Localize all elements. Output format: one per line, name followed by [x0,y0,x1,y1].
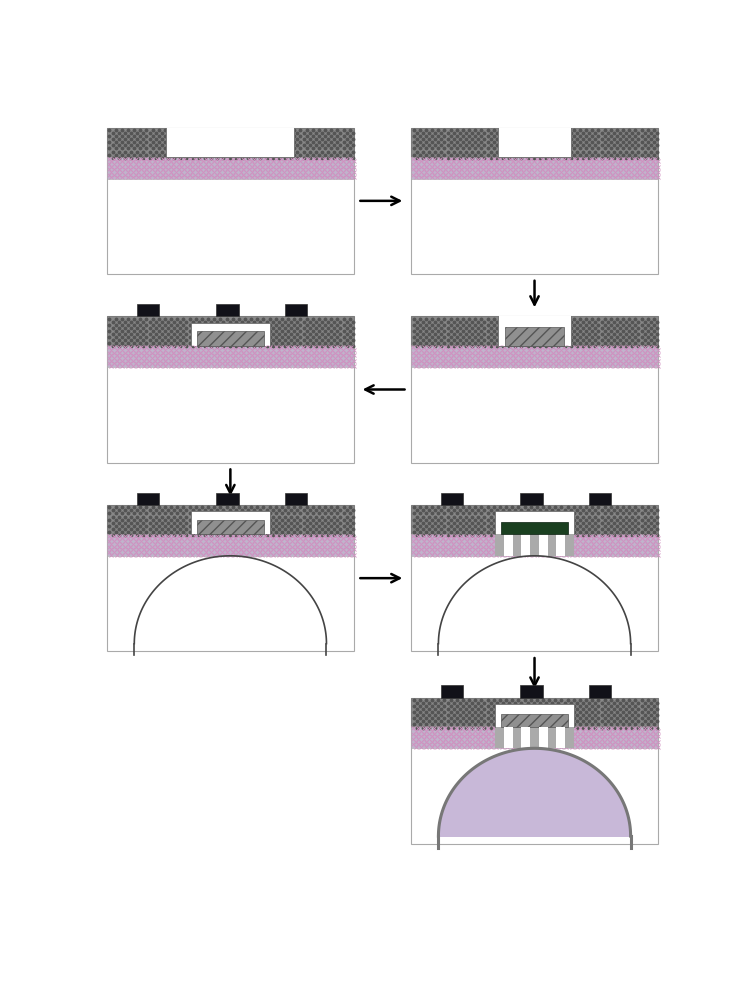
Bar [215,493,239,505]
Bar [539,727,548,748]
Bar [441,685,463,698]
Bar [191,323,270,346]
Bar [556,534,566,556]
Bar [107,534,353,556]
Bar [589,493,611,505]
Bar [501,522,568,534]
Bar [196,520,264,534]
Bar [520,493,543,505]
Bar [107,505,353,651]
Polygon shape [439,748,631,836]
Bar [411,505,658,534]
Bar [411,727,658,748]
Bar [107,128,353,157]
Bar [107,346,353,367]
Bar [497,316,572,346]
Bar [521,727,530,748]
Bar [504,727,512,748]
Bar [196,331,264,346]
Bar [521,534,530,556]
Bar [107,128,353,274]
Bar [411,346,658,367]
Bar [495,511,574,534]
Bar [107,316,353,463]
Bar [411,128,658,274]
Bar [411,698,658,844]
Bar [495,534,574,556]
Bar [497,128,572,157]
Bar [411,316,658,346]
Bar [411,316,658,463]
Bar [136,304,159,316]
Bar [501,714,568,727]
Bar [504,534,512,556]
Bar [520,685,543,698]
Bar [441,493,463,505]
Bar [556,727,566,748]
Bar [505,327,564,346]
Bar [589,685,611,698]
Bar [411,534,658,556]
Bar [191,511,270,534]
Bar [107,316,353,346]
Bar [107,505,353,534]
Bar [495,727,574,748]
Bar [166,128,295,157]
Bar [411,698,658,727]
Bar [495,704,574,727]
Bar [284,304,307,316]
Bar [136,493,159,505]
Bar [411,505,658,651]
Bar [411,128,658,157]
Bar [539,534,548,556]
Bar [215,304,239,316]
Bar [107,157,353,179]
Bar [411,157,658,179]
Bar [284,493,307,505]
